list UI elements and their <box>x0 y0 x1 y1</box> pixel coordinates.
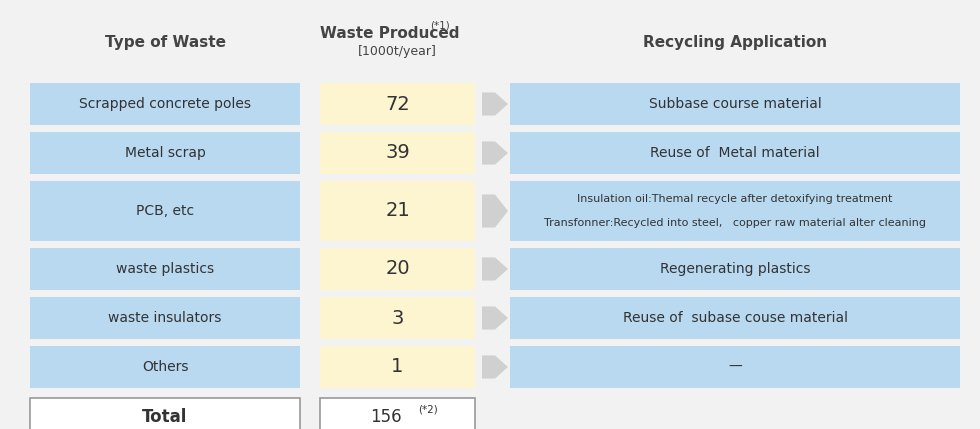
Text: 21: 21 <box>385 202 410 221</box>
Polygon shape <box>482 356 508 378</box>
Text: Reuse of  subase couse material: Reuse of subase couse material <box>622 311 848 325</box>
Text: Transfonner:Recycled into steel,   copper raw material alter cleaning: Transfonner:Recycled into steel, copper … <box>544 218 926 228</box>
Bar <box>510 346 960 388</box>
Polygon shape <box>482 142 508 165</box>
Bar <box>320 297 475 339</box>
Bar <box>30 132 300 174</box>
Text: 3: 3 <box>391 308 404 327</box>
Polygon shape <box>482 93 508 115</box>
Text: [1000t/year]: [1000t/year] <box>358 45 437 57</box>
Text: Type of Waste: Type of Waste <box>105 34 225 49</box>
Polygon shape <box>482 257 508 281</box>
Bar <box>320 398 475 429</box>
Text: 20: 20 <box>385 260 410 278</box>
Bar <box>510 83 960 125</box>
Text: Insulation oil:Themal recycle after detoxifying treatment: Insulation oil:Themal recycle after deto… <box>577 194 893 204</box>
Bar <box>510 297 960 339</box>
Bar <box>320 83 475 125</box>
Bar <box>30 83 300 125</box>
Text: PCB, etc: PCB, etc <box>136 204 194 218</box>
Bar <box>510 181 960 241</box>
Text: Total: Total <box>142 408 188 426</box>
Text: 39: 39 <box>385 143 410 163</box>
Bar <box>320 181 475 241</box>
Bar <box>320 346 475 388</box>
Text: Reuse of  Metal material: Reuse of Metal material <box>650 146 820 160</box>
Text: 72: 72 <box>385 94 410 114</box>
Text: Others: Others <box>142 360 188 374</box>
Bar <box>30 297 300 339</box>
Text: Regenerating plastics: Regenerating plastics <box>660 262 810 276</box>
Text: —: — <box>728 360 742 374</box>
Bar <box>510 248 960 290</box>
Text: 1: 1 <box>391 357 404 377</box>
Text: waste insulators: waste insulators <box>109 311 221 325</box>
Polygon shape <box>482 194 508 227</box>
Bar <box>30 398 300 429</box>
Polygon shape <box>482 306 508 329</box>
Text: Waste Produced: Waste Produced <box>319 25 460 40</box>
Bar <box>320 248 475 290</box>
Bar <box>510 132 960 174</box>
Text: Subbase course material: Subbase course material <box>649 97 821 111</box>
Text: Metal scrap: Metal scrap <box>124 146 206 160</box>
Text: Scrapped concrete poles: Scrapped concrete poles <box>79 97 251 111</box>
Text: 156: 156 <box>369 408 402 426</box>
Bar <box>320 132 475 174</box>
Bar <box>30 346 300 388</box>
Bar <box>30 248 300 290</box>
Text: Recycling Application: Recycling Application <box>643 34 827 49</box>
Bar <box>30 181 300 241</box>
Text: waste plastics: waste plastics <box>116 262 214 276</box>
Text: (*1): (*1) <box>429 21 450 31</box>
Text: (*2): (*2) <box>417 404 437 414</box>
